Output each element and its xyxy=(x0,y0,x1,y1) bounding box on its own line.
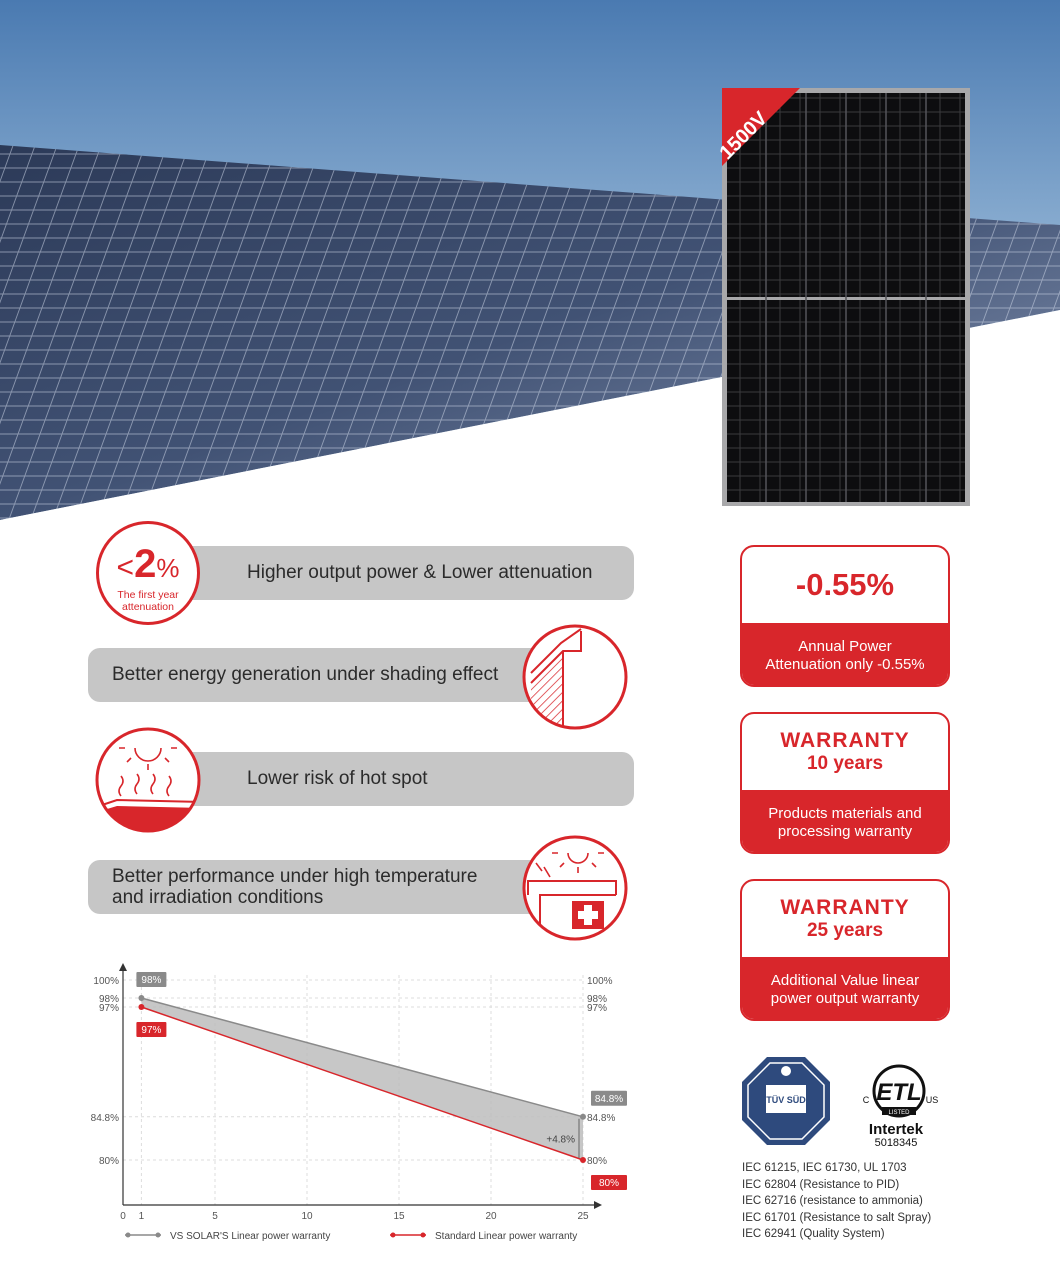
lt-sign: < xyxy=(116,551,135,584)
legend-label: Standard Linear power warranty xyxy=(435,1231,577,1242)
x-tick-label: 15 xyxy=(393,1211,405,1222)
y-tick-label: 97% xyxy=(99,1003,119,1014)
solar-panel-image xyxy=(722,88,970,506)
x-tick-label: 10 xyxy=(301,1211,313,1222)
attenuation-badge: <2% The first year attenuation xyxy=(96,521,200,625)
voltage-ribbon xyxy=(722,88,800,166)
card-2-sub: 10 years xyxy=(806,753,884,774)
hot-spot-icon xyxy=(95,727,201,833)
attenuation-number: 2 xyxy=(134,542,157,586)
feature-text-2: Better energy generation under shading e… xyxy=(112,664,499,685)
x-tick-label: 20 xyxy=(485,1211,497,1222)
card-3-line-2: power output warranty xyxy=(770,990,920,1007)
intertek-label: Intertek xyxy=(868,1121,924,1138)
y-tick-label: 98% xyxy=(99,994,119,1005)
data-label: 97% xyxy=(141,1025,161,1036)
card-attenuation: -0.55% Annual Power Attenuation only -0.… xyxy=(740,545,950,687)
y-tick-label: 84.8% xyxy=(91,1113,119,1124)
standard-3: IEC 62716 (resistance to ammonia) xyxy=(742,1195,923,1207)
card-2-line-2: processing warranty xyxy=(777,823,913,840)
standards-list: IEC 61215, IEC 61730, UL 1703 IEC 62804 … xyxy=(742,1160,982,1243)
card-3-headline: WARRANTY xyxy=(780,896,910,919)
standard-4: IEC 61701 (Resistance to salt Spray) xyxy=(742,1211,932,1224)
data-label: 84.8% xyxy=(595,1094,623,1105)
card-3-sub: 25 years xyxy=(806,920,884,941)
y-tick-label: 80% xyxy=(99,1156,119,1167)
feature-bar-1: Higher output power & Lower attenuation xyxy=(150,546,634,600)
legend-label: VS SOLAR'S Linear power warranty xyxy=(170,1231,330,1242)
data-label-box xyxy=(591,1175,627,1190)
legend-marker xyxy=(420,1232,426,1238)
x-tick-label: 0 xyxy=(120,1211,126,1222)
legend-marker xyxy=(390,1232,396,1238)
tuv-text: TÜV SÜD xyxy=(766,1095,806,1105)
x-tick-label: 5 xyxy=(212,1211,218,1222)
legend-marker xyxy=(125,1232,131,1238)
attenuation-sub-2: attenuation xyxy=(122,601,174,613)
data-point xyxy=(138,995,145,1001)
etl-us: US xyxy=(926,1095,939,1105)
right-y-tick-label: 97% xyxy=(587,1003,607,1014)
etl-logo: ETL LISTED C US xyxy=(863,1064,939,1118)
right-y-tick-label: 98% xyxy=(587,994,607,1005)
card-1-line-2: Attenuation only -0.55% xyxy=(765,656,925,673)
card-warranty-10: WARRANTY 10 years Products materials and… xyxy=(740,712,950,854)
high-temperature-icon xyxy=(522,835,628,941)
y-axis-arrow xyxy=(119,963,127,971)
standard-1: IEC 61215, IEC 61730, UL 1703 xyxy=(742,1162,907,1174)
percent-sign: % xyxy=(156,553,180,583)
feature-text-4-line-2: and irradiation conditions xyxy=(112,887,324,908)
series-line xyxy=(141,997,584,1118)
data-label: 80% xyxy=(599,1178,619,1189)
feature-text-4-line-1: Better performance under high temperatur… xyxy=(112,866,478,887)
card-2-line-1: Products materials and xyxy=(768,805,922,822)
card-1-line-1: Annual Power xyxy=(798,638,892,655)
feature-text-3: Lower risk of hot spot xyxy=(247,768,428,789)
x-tick-label: 1 xyxy=(139,1211,145,1222)
feature-bar-2: Better energy generation under shading e… xyxy=(88,648,578,702)
etl-mark: ETL xyxy=(876,1079,921,1106)
data-point xyxy=(580,1113,586,1120)
card-3-line-1: Additional Value linear xyxy=(770,972,920,989)
right-y-tick-label: 80% xyxy=(587,1156,607,1167)
y-tick-label: 100% xyxy=(93,976,119,987)
standard-2: IEC 62804 (Resistance to PID) xyxy=(742,1178,900,1191)
x-axis-arrow xyxy=(594,1201,602,1209)
x-tick-label: 25 xyxy=(577,1211,589,1222)
intertek-number: 5018345 xyxy=(874,1137,918,1149)
standard-5: IEC 62941 (Quality System) xyxy=(742,1228,885,1240)
etl-listed: LISTED xyxy=(888,1110,910,1116)
card-warranty-25: WARRANTY 25 years Additional Value linea… xyxy=(740,879,950,1021)
shading-icon xyxy=(522,624,628,730)
data-label-box xyxy=(136,1022,167,1037)
data-label-box xyxy=(591,1090,627,1106)
legend-marker xyxy=(155,1232,161,1238)
feature-bar-3: Lower risk of hot spot xyxy=(150,752,634,806)
tuv-sud-logo: TÜV SÜD xyxy=(742,1057,830,1145)
attenuation-sub-1: The first year xyxy=(117,589,179,601)
data-point xyxy=(138,1004,145,1010)
data-label-box xyxy=(136,972,167,987)
data-label: 98% xyxy=(141,975,161,986)
warranty-chart: 100%98%97%84.8%80%100%98%97%84.8%80%0 1 5 1… xyxy=(91,963,627,1242)
right-y-tick-label: 100% xyxy=(587,976,613,987)
data-point xyxy=(580,1157,586,1163)
etl-c: C xyxy=(863,1095,870,1105)
series-line xyxy=(141,1006,584,1161)
card-2-headline: WARRANTY xyxy=(780,729,910,752)
hero-solar-field: 1500V xyxy=(0,0,1060,530)
feature-text-1: Higher output power & Lower attenuation xyxy=(247,562,593,583)
gain-annotation: +4.8% xyxy=(546,1134,575,1145)
feature-bar-4: Better performance under high temperatur… xyxy=(88,860,578,914)
right-y-tick-label: 84.8% xyxy=(587,1113,615,1124)
gain-band xyxy=(141,998,583,1160)
card-1-headline: -0.55% xyxy=(795,567,895,602)
